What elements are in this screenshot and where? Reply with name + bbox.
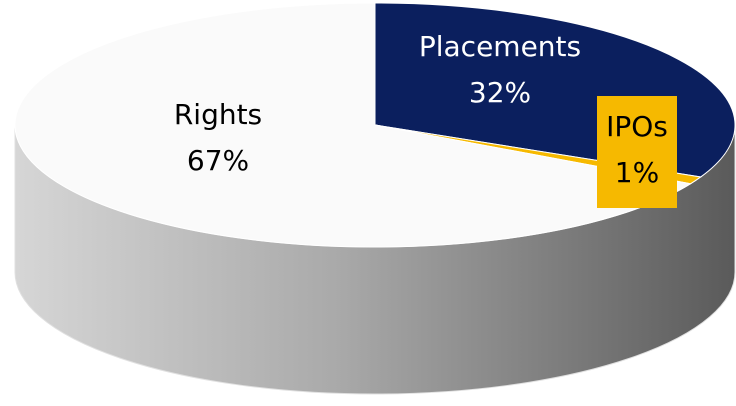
pie-slice bbox=[14, 2, 692, 248]
category-label: Rights bbox=[174, 98, 262, 131]
category-label: IPOs bbox=[606, 110, 668, 143]
value-label: 32% bbox=[469, 76, 531, 109]
category-label: Placements bbox=[419, 30, 581, 63]
labels: Rights 67% Placements 32% IPOs 1% bbox=[174, 30, 677, 208]
label-box bbox=[597, 96, 677, 208]
value-label: 67% bbox=[187, 144, 249, 177]
value-label: 1% bbox=[615, 156, 659, 189]
